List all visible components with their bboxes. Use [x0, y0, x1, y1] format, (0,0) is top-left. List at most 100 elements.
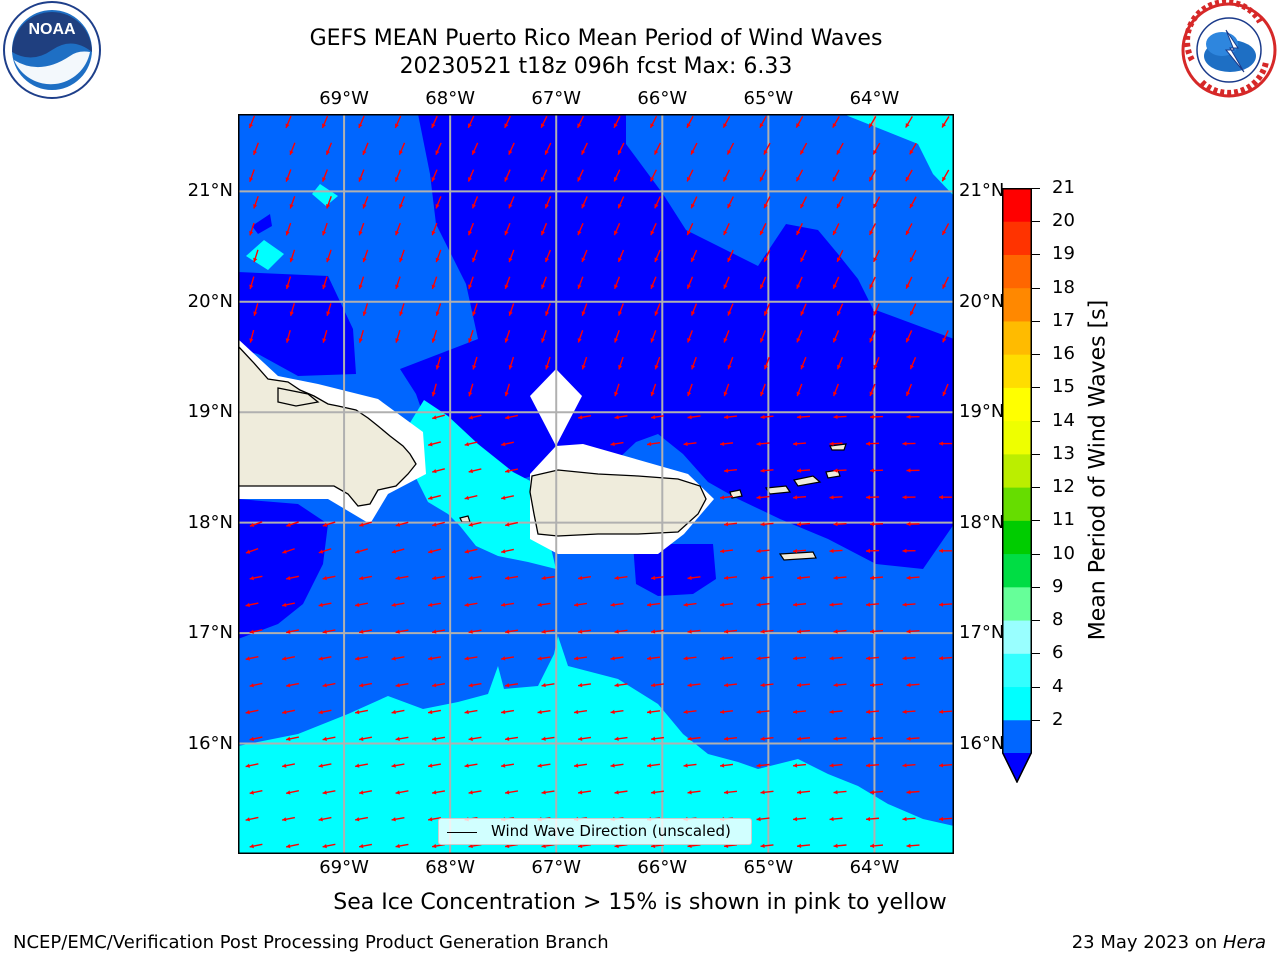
- wind-arrow: [358, 276, 365, 290]
- colorbar-tick-label: 19: [1052, 243, 1075, 265]
- land-virgin-islands-3: [793, 475, 822, 487]
- colorbar-tick: [1032, 254, 1040, 256]
- wind-arrow: [399, 303, 405, 317]
- tick-label: 19°N: [959, 401, 1005, 423]
- colorbar-band: [1002, 487, 1032, 521]
- chart-subtitle: 20230521 t18z 096h fcst Max: 6.33: [399, 54, 793, 79]
- wind-arrow: [865, 656, 880, 661]
- wind-arrow: [650, 682, 665, 688]
- colorbar-tick-label: 9: [1052, 575, 1064, 597]
- wind-arrow: [500, 602, 515, 607]
- wind-arrow: [649, 115, 658, 129]
- wind-arrow: [683, 441, 697, 447]
- wind-arrow: [727, 249, 734, 263]
- wind-arrow: [690, 303, 698, 316]
- wind-arrow: [321, 115, 329, 129]
- tick-label: 68°W: [425, 88, 475, 109]
- wind-arrow: [906, 521, 920, 527]
- wind-arrow: [795, 116, 804, 128]
- wind-arrow: [501, 441, 514, 447]
- wind-arrow: [792, 602, 807, 607]
- wind-arrow: [508, 356, 515, 370]
- tick-label: 65°W: [743, 857, 794, 878]
- tick-label: 67°W: [531, 857, 582, 878]
- wind-arrow: [865, 763, 880, 768]
- tick-label: 66°W: [637, 88, 688, 109]
- tick-label: 69°W: [319, 857, 369, 878]
- wind-arrow: [909, 196, 917, 209]
- wind-arrow: [723, 383, 730, 397]
- wind-arrow: [354, 656, 369, 661]
- colorbar-title: Mean Period of Wind Waves [s]: [1085, 299, 1111, 641]
- wind-arrow: [902, 548, 916, 554]
- wind-arrow: [467, 115, 475, 129]
- colorbar-band: [1002, 320, 1032, 355]
- wind-arrow: [432, 521, 445, 527]
- tick-label: 21°N: [187, 180, 233, 202]
- wind-arrow: [760, 414, 774, 420]
- wind-arrow: [427, 709, 442, 715]
- wind-arrow: [322, 843, 336, 849]
- wind-arrow: [398, 196, 406, 209]
- colorbar-band: [1002, 221, 1032, 255]
- wind-arrow: [687, 330, 693, 343]
- wind-arrow: [759, 276, 767, 290]
- wind-arrow: [902, 656, 916, 661]
- land-hispaniola-coast: [277, 387, 320, 407]
- tick-label: 20°N: [959, 290, 1005, 312]
- wind-arrow: [464, 602, 478, 607]
- wind-arrow: [435, 303, 442, 316]
- wind-arrow: [395, 629, 409, 634]
- wind-arrow: [653, 142, 662, 155]
- wind-arrow: [723, 575, 738, 581]
- wind-arrow: [573, 656, 588, 661]
- wind-arrow: [654, 356, 661, 370]
- wind-arrow: [938, 548, 953, 553]
- wind-arrow: [610, 656, 624, 661]
- wind-arrow: [395, 736, 409, 741]
- colorbar-tick-label: 14: [1052, 409, 1075, 431]
- map-legend: Wind Wave Direction (unscaled): [438, 818, 752, 845]
- wind-arrow: [395, 222, 401, 236]
- wind-arrow: [613, 169, 621, 182]
- wind-arrow: [431, 575, 446, 581]
- colorbar-tick-label: 2: [1052, 708, 1064, 730]
- wind-arrow: [391, 709, 405, 715]
- wind-arrow: [796, 629, 811, 634]
- colorbar-tick: [1032, 653, 1040, 655]
- wind-arrow: [253, 196, 259, 209]
- wind-arrow: [902, 495, 916, 500]
- tick-label: 67°W: [531, 88, 582, 109]
- wind-arrow: [832, 223, 840, 236]
- wind-arrow: [617, 249, 625, 263]
- wind-arrow: [285, 276, 292, 290]
- wind-arrow: [577, 790, 592, 795]
- wind-arrow: [322, 575, 336, 581]
- wind-arrow: [467, 222, 475, 236]
- wind-arrow: [756, 763, 770, 768]
- wind-arrow: [253, 303, 259, 317]
- wind-arrow: [573, 709, 588, 715]
- colorbar-band: [1002, 620, 1032, 654]
- wind-arrow: [358, 329, 364, 343]
- wind-arrow: [792, 709, 807, 715]
- tick-label: 16°N: [959, 732, 1005, 754]
- wind-arrow: [646, 441, 661, 447]
- wind-arrow: [253, 142, 259, 156]
- wind-arrow: [318, 656, 332, 661]
- wind-arrow: [431, 629, 446, 634]
- wind-arrow: [577, 222, 584, 236]
- colorbar-tick: [1032, 221, 1040, 223]
- wind-arrow: [358, 682, 373, 688]
- wind-arrow: [358, 115, 365, 129]
- colorbar-tick-label: 20: [1052, 210, 1075, 232]
- wind-arrow: [504, 276, 511, 290]
- wind-arrow: [391, 548, 405, 554]
- wind-arrow: [764, 356, 770, 370]
- wind-arrow: [905, 383, 913, 397]
- wind-arrow: [472, 356, 478, 370]
- wind-arrow: [759, 115, 767, 129]
- wind-arrow: [435, 356, 442, 370]
- wind-arrow: [391, 763, 405, 768]
- wind-arrow: [245, 763, 259, 768]
